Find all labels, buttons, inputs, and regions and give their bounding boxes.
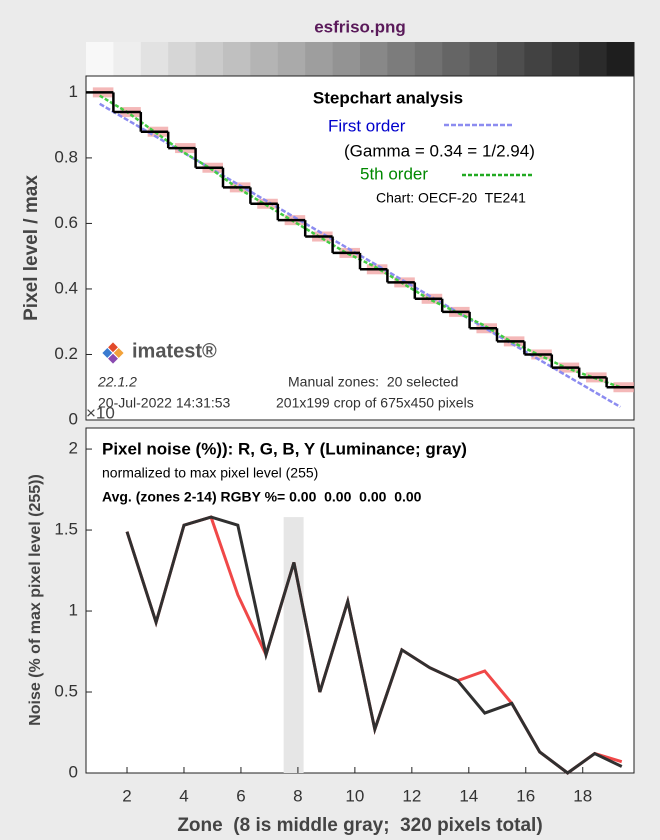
bottom-chart: 0 0.5 1 1.5 2 2 4 6 8 10 12 14 16 18 Pixel noise (%)):… [27,439,623,836]
y-tick-label: 0 [69,409,78,428]
gray-patch [223,42,251,76]
gray-patch [524,42,553,76]
logo-text: imatest® [132,340,217,362]
y-tick-label: 1 [69,82,78,101]
gray-patch [277,42,306,76]
x-tick-label: 18 [573,786,592,805]
gray-patch [551,42,580,76]
x-tick-label: 12 [402,786,421,805]
gray-patch [250,42,279,76]
bottom-plot-area [85,427,635,774]
gray-patch [414,42,443,76]
exponent-label: ×10 [86,403,115,422]
annotation: Manual zones: 20 selected [288,374,458,390]
y-axis-label: Pixel level / max [21,175,42,321]
logo-icon [100,340,126,366]
chart-note: Avg. (zones 2-14) RGBY %= 0.00 0.00 0.00… [102,489,422,505]
legend-label: First order [328,116,406,135]
annotation: Chart: OECF-20 TE241 [376,190,526,206]
x-tick-label: 16 [516,786,535,805]
date: 20-Jul-2022 14:31:53 [98,395,231,411]
gray-patch [442,42,471,76]
chart-subtitle: normalized to max pixel level (255) [102,465,318,481]
y-tick-label: 0.4 [54,278,78,297]
x-tick-label: 4 [179,786,188,805]
gray-patch [195,42,224,76]
y-tick-label: 0.5 [54,681,78,700]
y-tick-label: 2 [69,439,78,458]
x-tick-label: 14 [459,786,478,805]
gray-patch [113,42,142,76]
gray-patch [606,42,635,76]
gray-strip [86,42,635,76]
gray-patch [360,42,388,76]
x-tick-label: 8 [293,786,302,805]
gray-patch [387,42,416,76]
gray-patch [469,42,498,76]
gray-patch [497,42,525,76]
gray-patch [168,42,197,76]
top-chart: 0 0.2 0.4 0.6 0.8 1 Pixel level / max Stepchart… [21,82,634,428]
page-title: esfriso.png [314,17,406,36]
y-tick-label: 0.2 [54,344,78,363]
y-tick-label: 0 [69,762,78,781]
chart-title: Stepchart analysis [313,88,463,107]
x-tick-label: 2 [122,786,131,805]
gray-patch [305,42,334,76]
x-tick-label: 6 [236,786,245,805]
gray-patch [86,42,114,76]
highlight-band [283,517,304,773]
y-tick-label: 0.8 [54,147,78,166]
x-axis-label: Zone (8 is middle gray; 320 pixels total… [177,815,542,836]
gray-patch [579,42,608,76]
gray-patch [140,42,169,76]
noise-line [125,515,623,775]
y-axis-label: Noise (% of max pixel level (255)) [27,474,44,726]
logo-square [106,352,120,366]
x-tick-label: 10 [345,786,364,805]
y-tick-label: 1 [69,601,78,620]
version: 22.1.2 [97,374,137,390]
legend-label: 5th order [360,164,428,183]
annotation: 201x199 crop of 675x450 pixels [276,395,474,411]
y-tick-label: 1.5 [54,520,78,539]
gray-patch [332,42,361,76]
annotation: (Gamma = 0.34 = 1/2.94) [344,141,535,160]
chart-title: Pixel noise (%)): R, G, B, Y (Luminance;… [102,439,467,458]
y-tick-label: 0.6 [54,213,78,232]
